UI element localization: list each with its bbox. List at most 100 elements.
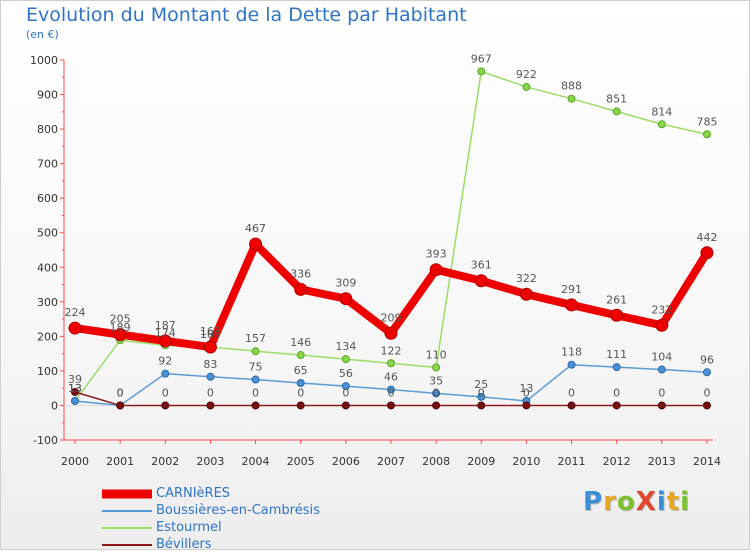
logo-letter: r — [603, 487, 617, 517]
data-label-bevillers: 0 — [162, 386, 169, 399]
data-label-carnieres: 336 — [290, 267, 311, 280]
data-point-bevillers — [161, 401, 170, 410]
x-tick-label: 2003 — [196, 455, 224, 468]
data-label-estourmel: 122 — [380, 344, 401, 357]
data-label-estourmel: 814 — [651, 105, 672, 118]
logo-letter: P — [583, 487, 604, 517]
legend-label-boussieres: Boussières-en-Cambrésis — [156, 503, 320, 518]
data-label-carnieres: 309 — [335, 277, 356, 290]
data-label-bevillers: 0 — [478, 386, 485, 399]
data-point-bevillers — [296, 401, 305, 410]
data-label-estourmel: 967 — [471, 52, 492, 65]
y-tick-label: 900 — [37, 89, 58, 102]
data-point-carnieres — [474, 274, 488, 288]
data-point-bevillers — [251, 401, 260, 410]
data-label-boussieres: 104 — [651, 351, 672, 364]
data-label-carnieres: 261 — [606, 293, 627, 306]
data-label-estourmel: 888 — [561, 80, 582, 93]
data-label-carnieres: 467 — [245, 222, 266, 235]
data-label-bevillers: 0 — [297, 386, 304, 399]
data-label-boussieres: 75 — [249, 361, 263, 374]
data-label-boussieres: 96 — [700, 353, 714, 366]
data-point-boussieres — [161, 369, 170, 378]
data-point-estourmel — [251, 347, 260, 356]
data-point-boussieres — [71, 396, 79, 405]
data-point-boussieres — [657, 365, 666, 374]
y-tick-label: 200 — [37, 330, 58, 343]
data-point-boussieres — [612, 363, 621, 372]
data-point-bevillers — [702, 401, 711, 410]
data-label-bevillers: 0 — [523, 386, 530, 399]
y-tick-label: 800 — [37, 123, 58, 136]
data-label-carnieres: 187 — [155, 319, 176, 332]
data-label-estourmel: 174 — [155, 326, 176, 339]
data-label-boussieres: 13 — [519, 382, 533, 395]
x-tick-label: 2011 — [558, 455, 586, 468]
data-point-bevillers — [612, 401, 621, 410]
data-label-bevillers: 0 — [568, 386, 575, 399]
y-tick-label: 300 — [37, 296, 58, 309]
data-label-carnieres: 205 — [110, 313, 131, 326]
data-label-carnieres: 224 — [65, 306, 86, 319]
logo-letter: X — [635, 487, 657, 517]
proxiti-logo: ProXiti — [583, 487, 690, 517]
data-point-boussieres — [432, 389, 441, 398]
data-point-carnieres — [565, 298, 579, 312]
legend-swatch-estourmel — [102, 526, 152, 529]
data-label-estourmel: 169 — [200, 328, 221, 341]
data-point-boussieres — [206, 372, 215, 381]
data-label-bevillers: 0 — [703, 386, 710, 399]
data-label-carnieres: 291 — [561, 283, 582, 296]
data-point-estourmel — [386, 359, 395, 368]
data-point-boussieres — [477, 392, 486, 401]
data-point-bevillers — [657, 401, 666, 410]
data-point-boussieres — [567, 360, 576, 369]
data-label-bevillers: 0 — [658, 386, 665, 399]
data-label-estourmel: 13 — [68, 382, 82, 395]
data-label-bevillers: 0 — [342, 386, 349, 399]
logo-letter: i — [680, 487, 691, 517]
data-point-bevillers — [567, 401, 576, 410]
y-tick-label: 600 — [37, 192, 58, 205]
data-label-estourmel: 922 — [516, 68, 537, 81]
data-point-boussieres — [341, 382, 350, 391]
data-label-bevillers: 0 — [613, 386, 620, 399]
data-label-boussieres: 111 — [606, 348, 627, 361]
y-tick-label: 1000 — [30, 54, 58, 67]
data-point-bevillers — [341, 401, 350, 410]
data-label-bevillers: 0 — [252, 386, 259, 399]
data-label-boussieres: 92 — [158, 355, 172, 368]
x-tick-label: 2012 — [603, 455, 631, 468]
data-point-carnieres — [249, 237, 263, 251]
legend-swatch-carnieres — [102, 489, 152, 498]
data-label-estourmel: 189 — [110, 321, 131, 334]
data-point-carnieres — [700, 246, 714, 260]
x-tick-label: 2002 — [151, 455, 179, 468]
data-label-boussieres: 118 — [561, 346, 582, 359]
x-tick-label: 2007 — [377, 455, 405, 468]
data-label-boussieres: 56 — [339, 367, 353, 380]
data-point-boussieres — [386, 385, 395, 394]
data-label-carnieres: 393 — [426, 248, 447, 261]
data-label-boussieres: 0 — [117, 386, 124, 399]
legend-swatch-boussieres — [102, 509, 152, 512]
data-point-bevillers — [386, 401, 395, 410]
legend-label-carnieres: CARNIèRES — [156, 486, 231, 501]
data-label-bevillers: 0 — [117, 386, 124, 399]
data-point-carnieres — [384, 326, 398, 340]
x-tick-label: 2001 — [106, 455, 134, 468]
data-label-boussieres: 35 — [429, 374, 443, 387]
data-label-boussieres: 83 — [203, 358, 217, 371]
data-point-estourmel — [477, 67, 486, 76]
data-point-bevillers — [206, 401, 215, 410]
data-label-boussieres: 46 — [384, 371, 398, 384]
data-label-estourmel: 851 — [606, 92, 627, 105]
data-point-carnieres — [519, 287, 533, 301]
data-point-estourmel — [432, 363, 441, 372]
data-label-boussieres: 25 — [474, 378, 488, 391]
y-tick-label: 500 — [37, 227, 58, 240]
data-point-carnieres — [158, 334, 172, 348]
data-label-estourmel: 157 — [245, 332, 266, 345]
